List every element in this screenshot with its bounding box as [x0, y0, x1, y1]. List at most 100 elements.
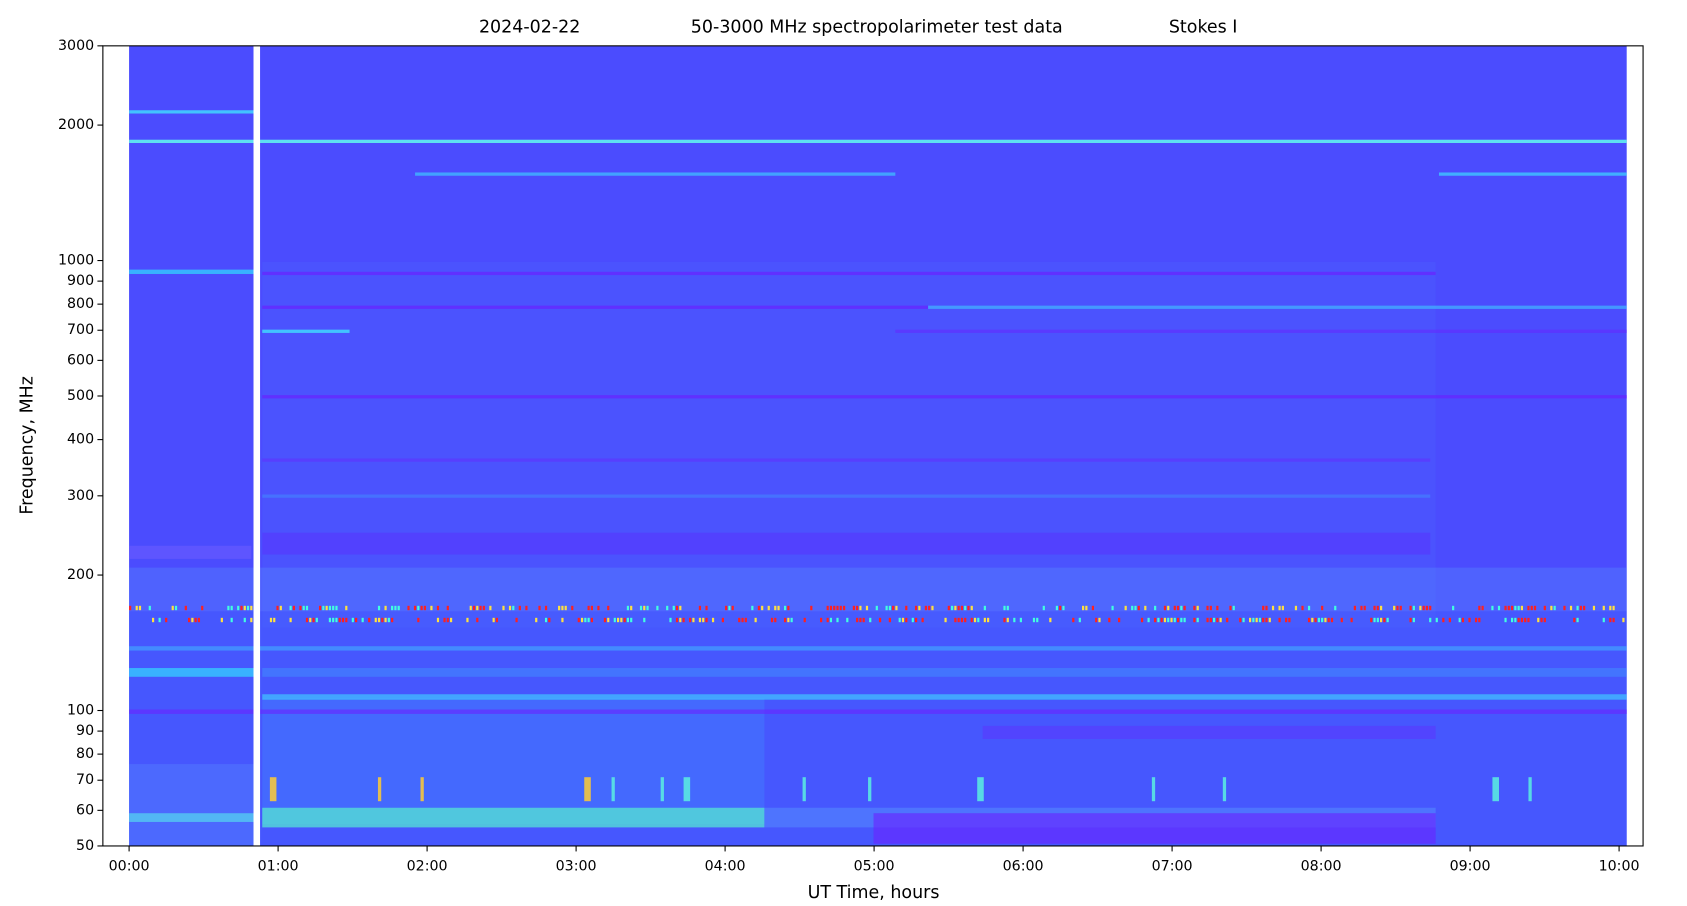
spectrogram-pixel — [374, 617, 377, 623]
spectrogram-pixel — [1412, 617, 1415, 623]
spectrogram-pixel — [1383, 617, 1386, 623]
spectrogram-pixel — [564, 605, 567, 611]
spectrogram-pixel — [1576, 617, 1579, 623]
spectrogram-pixel — [839, 605, 842, 611]
spectrogram-pixel — [387, 617, 390, 623]
spectrogram-pixel — [138, 605, 142, 611]
spectrogram-pixel — [914, 617, 918, 623]
spectrogram-band — [129, 110, 257, 114]
spectrogram-pixel — [1180, 617, 1183, 623]
title-main: 50-3000 MHz spectropolarimeter test data — [691, 17, 1063, 37]
spectrogram-pixel — [738, 617, 741, 623]
spectrogram-pixel — [826, 617, 829, 623]
x-tick-label: 04:00 — [705, 859, 746, 875]
spectrogram-pixel — [518, 605, 521, 611]
spectrogram-pixel — [151, 617, 155, 623]
spectrogram-pixel — [1442, 617, 1445, 623]
spectrogram-pixel — [325, 605, 328, 611]
spectrogram-band — [262, 261, 1436, 628]
x-tick-label: 06:00 — [1003, 859, 1044, 875]
spectrogram-burst — [269, 777, 277, 802]
spectrogram-pixel — [790, 617, 793, 623]
spectrogram-pixel — [430, 605, 433, 611]
spectrogram-band — [895, 329, 1627, 333]
x-tick-label: 09:00 — [1450, 859, 1491, 875]
spectrogram-pixel — [1537, 617, 1540, 623]
spectrogram-pixel — [911, 617, 914, 623]
spectrogram-pixel — [587, 605, 590, 611]
spectrogram-pixel — [744, 617, 747, 623]
spectrogram-pixel — [960, 617, 964, 623]
spectrogram-pixel — [335, 605, 338, 611]
spectrogram-pixel — [829, 617, 833, 623]
spectrogram-pixel — [227, 605, 230, 611]
spectrogram-pixel — [656, 605, 659, 611]
spectrogram-pixel — [842, 605, 846, 611]
spectrogram-burst — [1528, 777, 1532, 802]
spectrogram-band — [415, 172, 896, 176]
spectrogram-pixel — [397, 605, 400, 611]
spectrogram-pixel — [1569, 605, 1573, 611]
spectrogram-pixel — [1212, 617, 1216, 623]
spectrogram-pixel — [970, 605, 973, 611]
spectrogram-pixel — [436, 617, 440, 623]
spectrogram-pixel — [1563, 605, 1566, 611]
spectrogram-pixel — [449, 617, 453, 623]
spectrogram-pixel — [1602, 605, 1605, 611]
spectrogram-pixel — [1609, 605, 1612, 611]
spectrogram-pixel — [276, 605, 279, 611]
spectrogram-pixel — [1167, 617, 1170, 623]
spectrogram-pixel — [1530, 605, 1533, 611]
spectrogram-pixel — [443, 617, 446, 623]
spectrogram-pixel — [905, 617, 908, 623]
spectrogram-pixel — [561, 617, 564, 623]
spectrogram-pixel — [1196, 617, 1199, 623]
spectrogram-pixel — [787, 617, 790, 623]
spectrogram-pixel — [1255, 617, 1258, 623]
x-axis-label: UT Time, hours — [808, 883, 940, 903]
spectrogram-pixel — [1144, 605, 1147, 611]
spectrogram-pixel — [1474, 617, 1478, 623]
spectrogram-pixel — [1209, 605, 1212, 611]
y-tick-label: 3000 — [58, 38, 94, 54]
spectrogram-pixel — [1373, 617, 1376, 623]
spectrogram-pixel — [1160, 617, 1163, 623]
spectrogram-pixel — [423, 605, 426, 611]
spectrogram-pixel — [273, 617, 276, 623]
spectrogram-pixel — [384, 617, 387, 623]
spectrogram-pixel — [689, 617, 692, 623]
spectrogram-burst — [584, 777, 591, 802]
spectrogram-pixel — [829, 605, 833, 611]
spectrogram-pixel — [299, 605, 302, 611]
spectrogram-band — [129, 567, 1627, 612]
spectrogram-pixel — [472, 605, 476, 611]
spectrogram-pixel — [983, 605, 986, 611]
y-tick-label: 2000 — [58, 117, 94, 133]
spectrogram-band — [129, 545, 252, 559]
spectrogram-pixel — [1507, 605, 1510, 611]
spectrogram-pixel — [1612, 605, 1615, 611]
spectrogram-pixel — [757, 605, 760, 611]
spectrogram-pixel — [682, 617, 685, 623]
y-tick-label: 80 — [76, 746, 94, 762]
spectrogram-pixel — [1055, 605, 1058, 611]
spectrogram-pixel — [885, 605, 888, 611]
spectrogram-pixel — [191, 617, 194, 623]
spectrogram-band — [262, 271, 1436, 276]
x-tick-label: 02:00 — [407, 859, 448, 875]
spectrogram-pixel — [292, 605, 295, 611]
spectrogram-pixel — [188, 617, 191, 623]
spectrogram-pixel — [705, 605, 708, 611]
spectrogram-burst — [611, 777, 615, 802]
y-tick-label: 60 — [76, 802, 94, 818]
spectrogram-pixel — [1307, 605, 1311, 611]
y-tick-label: 600 — [67, 352, 94, 368]
spectrogram-pixel — [1307, 617, 1311, 623]
spectrogram-burst — [868, 777, 872, 802]
spectrogram-pixel — [777, 605, 780, 611]
spectrogram-pixel — [921, 617, 924, 623]
spectrogram-pixel — [702, 617, 705, 623]
spectrogram-pixel — [1288, 617, 1291, 623]
spectrogram — [129, 45, 1627, 846]
